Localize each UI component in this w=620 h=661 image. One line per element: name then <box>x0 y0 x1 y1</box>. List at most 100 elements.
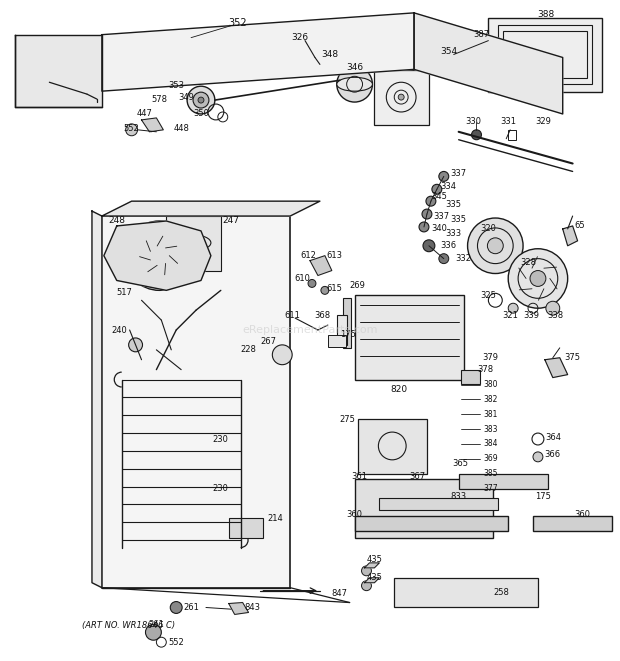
Circle shape <box>467 218 523 274</box>
Circle shape <box>128 338 143 352</box>
Text: 379: 379 <box>482 353 498 362</box>
Text: 447: 447 <box>136 110 153 118</box>
Text: 517: 517 <box>117 288 133 297</box>
Bar <box>533 516 613 531</box>
Circle shape <box>170 602 182 613</box>
Bar <box>337 315 347 345</box>
Polygon shape <box>104 221 211 290</box>
Text: 377: 377 <box>483 484 498 493</box>
Circle shape <box>432 184 442 194</box>
Circle shape <box>423 240 435 252</box>
Bar <box>489 18 603 92</box>
Text: 320: 320 <box>480 225 497 233</box>
Text: 175: 175 <box>535 492 551 501</box>
Text: 367: 367 <box>409 472 425 481</box>
Circle shape <box>361 581 371 591</box>
Text: 613: 613 <box>327 251 343 260</box>
Text: 611: 611 <box>284 311 300 320</box>
Bar <box>328 335 346 347</box>
Bar <box>355 516 508 531</box>
Text: 65: 65 <box>574 221 585 231</box>
Circle shape <box>419 222 429 232</box>
Ellipse shape <box>337 77 373 91</box>
Circle shape <box>439 171 449 181</box>
Text: 337: 337 <box>451 169 467 178</box>
Polygon shape <box>310 256 332 276</box>
Text: 337: 337 <box>434 212 450 221</box>
Bar <box>166 216 221 270</box>
Circle shape <box>272 345 292 365</box>
Polygon shape <box>563 226 578 246</box>
Polygon shape <box>102 13 414 91</box>
Text: 352: 352 <box>228 18 247 28</box>
Text: 368: 368 <box>314 311 330 320</box>
Circle shape <box>198 97 204 103</box>
Text: 332: 332 <box>456 254 472 263</box>
Text: 230: 230 <box>213 434 229 444</box>
Circle shape <box>533 452 543 462</box>
Text: 435: 435 <box>366 555 383 564</box>
Text: 366: 366 <box>545 450 561 459</box>
Text: 354: 354 <box>440 47 458 56</box>
Circle shape <box>146 625 161 641</box>
Text: 384: 384 <box>483 440 498 448</box>
Bar <box>394 578 538 607</box>
Bar <box>343 298 351 348</box>
Circle shape <box>439 254 449 264</box>
Text: 326: 326 <box>291 33 309 42</box>
Polygon shape <box>141 118 163 132</box>
Text: 339: 339 <box>523 311 539 320</box>
Text: 258: 258 <box>494 588 509 597</box>
Text: 612: 612 <box>300 251 316 260</box>
Text: eReplacementParts.com: eReplacementParts.com <box>242 325 378 335</box>
Bar <box>229 518 264 538</box>
Bar <box>102 216 290 588</box>
Bar <box>374 70 429 125</box>
Circle shape <box>151 248 167 264</box>
Text: 228: 228 <box>241 345 257 354</box>
Text: 435: 435 <box>366 573 383 582</box>
Text: 335: 335 <box>451 215 467 223</box>
Text: 382: 382 <box>483 395 498 404</box>
Circle shape <box>45 58 55 67</box>
Bar <box>461 369 480 383</box>
Text: 214: 214 <box>267 514 283 523</box>
Text: 336: 336 <box>441 241 457 251</box>
Text: 261: 261 <box>148 620 164 629</box>
Circle shape <box>487 238 503 254</box>
Text: 353: 353 <box>168 81 184 90</box>
Text: 387: 387 <box>474 30 490 39</box>
Bar <box>508 130 516 139</box>
Circle shape <box>508 249 568 308</box>
Polygon shape <box>414 13 563 114</box>
Polygon shape <box>15 34 102 107</box>
Circle shape <box>193 92 209 108</box>
Text: 248: 248 <box>108 217 125 225</box>
Text: (ART NO. WR18646 C): (ART NO. WR18646 C) <box>82 621 175 630</box>
Text: 369: 369 <box>483 454 498 463</box>
Text: 610: 610 <box>294 274 310 283</box>
Text: 348: 348 <box>321 50 339 59</box>
Circle shape <box>361 566 371 576</box>
Text: 349: 349 <box>178 93 194 102</box>
Polygon shape <box>92 211 102 588</box>
Text: 340: 340 <box>431 225 447 233</box>
Polygon shape <box>102 201 320 216</box>
Circle shape <box>30 42 69 82</box>
Text: 175: 175 <box>340 330 356 340</box>
Polygon shape <box>229 603 249 615</box>
Text: 385: 385 <box>483 469 498 478</box>
Bar <box>358 419 427 474</box>
Text: 269: 269 <box>350 281 366 290</box>
Circle shape <box>138 234 181 278</box>
Text: 375: 375 <box>565 353 580 362</box>
Circle shape <box>472 130 482 139</box>
Text: 321: 321 <box>502 311 518 320</box>
Bar <box>355 479 494 538</box>
Text: 365: 365 <box>453 459 469 468</box>
Circle shape <box>337 66 373 102</box>
Bar <box>503 30 588 78</box>
Text: 847: 847 <box>332 589 348 598</box>
Text: 333: 333 <box>446 229 462 239</box>
Text: 448: 448 <box>173 124 189 134</box>
